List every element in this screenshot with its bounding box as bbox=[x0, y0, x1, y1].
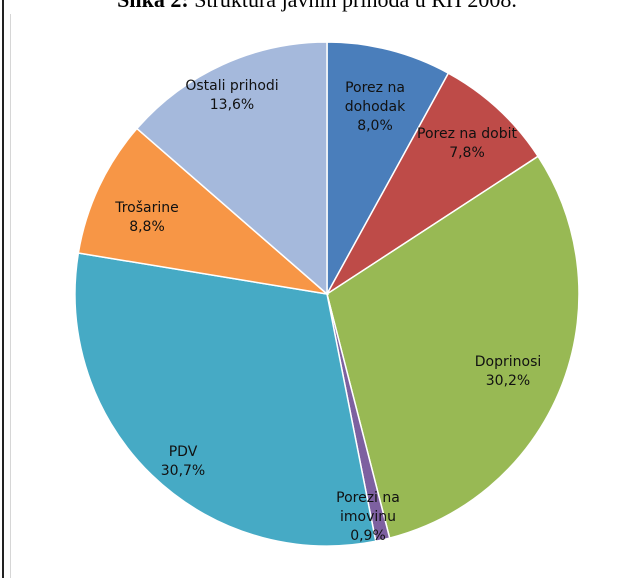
pie-slice-porez-na-dobit bbox=[326, 72, 540, 295]
data-label-ostali-prihodi: Ostali prihodi 13,6% bbox=[185, 78, 278, 113]
frame-left-border bbox=[2, 0, 4, 578]
data-label-pdv: PDV 30,7% bbox=[161, 444, 205, 479]
data-label-tro-arine: Trošarine 8,8% bbox=[114, 200, 179, 235]
caption-text: Struktura javnih prihoda u RH 2008. bbox=[194, 0, 517, 12]
data-label-doprinosi: Doprinosi 30,2% bbox=[475, 354, 542, 389]
pie-slice-pdv bbox=[74, 252, 377, 547]
pie-slice-doprinosi bbox=[326, 155, 580, 539]
pie-slice-porez-na-dohodak bbox=[326, 41, 450, 295]
frame-inner-border bbox=[10, 14, 11, 578]
data-label-porezi-na-imovinu: Porezi na imovinu 0,9% bbox=[336, 490, 400, 544]
data-label-porez-na-dohodak: Porez na dohodak 8,0% bbox=[345, 80, 406, 134]
chart-caption: Slika 2: Struktura javnih prihoda u RH 2… bbox=[0, 0, 634, 13]
caption-prefix: Slika 2: bbox=[117, 0, 189, 12]
pie-slice-ostali-prihodi bbox=[135, 41, 328, 296]
pie-slice-tro-arine bbox=[77, 127, 330, 296]
data-label-porez-na-dobit: Porez na dobit 7,8% bbox=[417, 126, 518, 161]
